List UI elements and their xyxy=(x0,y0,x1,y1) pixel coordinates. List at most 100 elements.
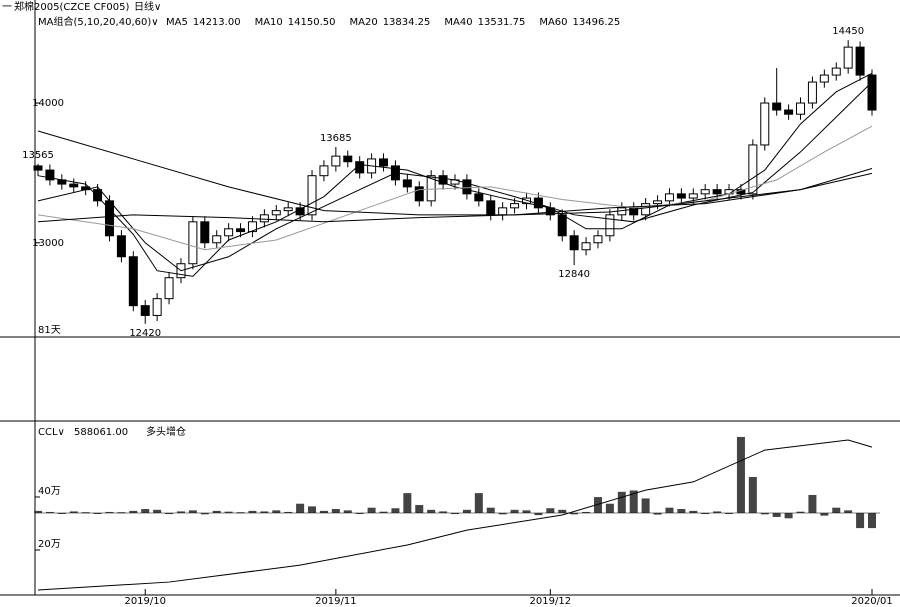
candle-body xyxy=(212,235,222,244)
candle-body xyxy=(569,235,579,251)
position-bar xyxy=(284,511,293,513)
candle-body xyxy=(236,228,246,233)
position-bar xyxy=(760,513,769,515)
position-bar xyxy=(736,436,745,513)
candle-body xyxy=(343,155,353,163)
candle-body xyxy=(331,155,341,167)
position-bar xyxy=(641,498,650,513)
position-bar xyxy=(486,507,495,513)
candle-body xyxy=(402,179,412,188)
candle-body xyxy=(33,165,43,171)
candle-body xyxy=(831,67,841,76)
price-annotation: 12420 xyxy=(129,328,161,339)
position-bar xyxy=(403,493,412,513)
candle-body xyxy=(438,175,448,185)
y-tick-label: 20万 xyxy=(38,539,61,550)
candle-body xyxy=(784,109,794,115)
candle-body xyxy=(283,207,293,212)
price-annotation: 12840 xyxy=(558,269,590,280)
menu-icon: 一 xyxy=(2,2,12,13)
ma-line xyxy=(37,81,873,272)
position-bar xyxy=(701,513,710,515)
candle-body xyxy=(224,228,234,237)
ma-line xyxy=(37,72,873,277)
legend-value: 13531.75 xyxy=(478,17,526,28)
candle-body xyxy=(128,256,138,307)
candle-body xyxy=(307,175,317,216)
candle-body xyxy=(653,200,663,205)
candle-body xyxy=(152,298,162,316)
position-bar xyxy=(69,511,78,513)
position-bar xyxy=(522,510,531,513)
candle-body xyxy=(843,46,853,69)
candle-body xyxy=(164,277,174,300)
legend-value: 13834.25 xyxy=(383,17,431,28)
candle-body xyxy=(414,186,424,202)
legend-value: 13496.25 xyxy=(573,17,621,28)
price-annotation: 13685 xyxy=(320,133,352,144)
indicator-name[interactable]: CCL∨ xyxy=(38,427,65,438)
position-bar xyxy=(57,513,66,514)
position-bar xyxy=(617,491,626,513)
candle-body xyxy=(355,161,365,174)
legend-name: MA40 xyxy=(444,17,472,28)
position-bar xyxy=(796,511,805,513)
position-bar xyxy=(832,507,841,513)
position-bar xyxy=(772,513,781,517)
x-tick-label: 2020/01 xyxy=(851,596,893,607)
position-bar xyxy=(713,511,722,513)
position-bar xyxy=(534,513,543,516)
legend-name: MA20 xyxy=(349,17,377,28)
ma-line xyxy=(37,130,873,216)
position-bar xyxy=(379,511,388,513)
position-bar xyxy=(689,510,698,513)
candle-body xyxy=(772,102,782,111)
position-bar xyxy=(582,511,591,513)
position-bar xyxy=(462,509,471,513)
position-bar xyxy=(391,508,400,513)
candle-body xyxy=(819,74,829,83)
candle-body xyxy=(700,189,710,195)
legend-name: MA60 xyxy=(539,17,567,28)
candle-body xyxy=(664,193,674,202)
candle-body xyxy=(557,214,567,237)
position-bar xyxy=(748,476,757,513)
ma-title[interactable]: MA组合(5,10,20,40,60)∨ xyxy=(38,15,159,28)
candle-body xyxy=(510,203,520,209)
position-bar xyxy=(868,513,876,529)
candle-body xyxy=(760,102,770,146)
position-bar xyxy=(856,513,865,529)
position-bar xyxy=(331,509,340,513)
candle-body xyxy=(462,179,472,195)
candle-body xyxy=(796,102,806,115)
position-bar xyxy=(319,510,328,513)
position-bar xyxy=(665,507,674,513)
candle-body xyxy=(259,214,269,223)
position-bar xyxy=(272,510,281,513)
ma-line xyxy=(37,125,873,251)
position-bar xyxy=(343,510,352,513)
position-bar xyxy=(188,510,197,513)
position-bar xyxy=(105,511,114,513)
position-bar xyxy=(355,513,364,514)
y-tick-label: 40万 xyxy=(38,486,61,497)
ma-line xyxy=(37,172,873,223)
position-bar xyxy=(593,497,602,513)
position-bar xyxy=(451,513,459,515)
candle-body xyxy=(200,221,210,244)
legend-name: MA5 xyxy=(166,17,188,28)
candle-body xyxy=(605,214,615,237)
position-bar xyxy=(784,513,793,519)
chart-title: 郑棉2005(CZCE CF005) xyxy=(14,0,129,13)
x-tick-label: 2019/12 xyxy=(530,596,572,607)
candle-body xyxy=(93,189,103,202)
candle-body xyxy=(581,242,591,251)
position-bar xyxy=(474,493,483,513)
candle-body xyxy=(69,183,79,188)
position-bar xyxy=(224,511,233,513)
candle-body xyxy=(474,193,484,202)
position-bar xyxy=(296,503,305,513)
candle-body xyxy=(641,203,651,216)
period-selector[interactable]: 日线∨ xyxy=(134,0,161,13)
price-annotation: 14450 xyxy=(832,26,864,37)
